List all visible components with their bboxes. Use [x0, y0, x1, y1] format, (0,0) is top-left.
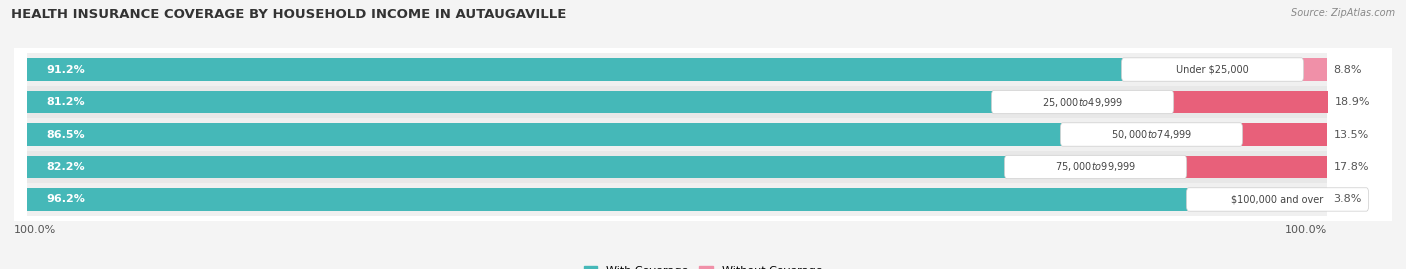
- Bar: [27, 188, 1278, 211]
- Bar: [1095, 155, 1327, 178]
- Bar: [1212, 58, 1327, 81]
- Bar: [27, 151, 1327, 183]
- Text: 91.2%: 91.2%: [46, 65, 86, 75]
- Bar: [27, 53, 1327, 86]
- Bar: [27, 123, 1152, 146]
- Text: 100.0%: 100.0%: [1285, 225, 1327, 235]
- Bar: [1083, 91, 1329, 114]
- Text: 17.8%: 17.8%: [1333, 162, 1369, 172]
- Text: Under $25,000: Under $25,000: [1177, 65, 1249, 75]
- Bar: [27, 183, 1327, 216]
- Bar: [27, 118, 1327, 151]
- FancyBboxPatch shape: [1187, 188, 1368, 211]
- Text: 86.5%: 86.5%: [46, 129, 86, 140]
- Text: 81.2%: 81.2%: [46, 97, 86, 107]
- Text: HEALTH INSURANCE COVERAGE BY HOUSEHOLD INCOME IN AUTAUGAVILLE: HEALTH INSURANCE COVERAGE BY HOUSEHOLD I…: [11, 8, 567, 21]
- Bar: [27, 86, 1327, 118]
- Bar: [27, 155, 1095, 178]
- Text: 82.2%: 82.2%: [46, 162, 86, 172]
- Text: 13.5%: 13.5%: [1333, 129, 1368, 140]
- Text: $75,000 to $99,999: $75,000 to $99,999: [1054, 161, 1136, 174]
- Text: 96.2%: 96.2%: [46, 194, 86, 204]
- FancyBboxPatch shape: [1122, 58, 1303, 81]
- Text: Source: ZipAtlas.com: Source: ZipAtlas.com: [1291, 8, 1395, 18]
- Text: 18.9%: 18.9%: [1334, 97, 1371, 107]
- Text: 100.0%: 100.0%: [14, 225, 56, 235]
- Bar: [27, 91, 1083, 114]
- Text: 8.8%: 8.8%: [1333, 65, 1362, 75]
- Bar: [27, 58, 1212, 81]
- Text: $25,000 to $49,999: $25,000 to $49,999: [1042, 95, 1123, 108]
- Bar: [1152, 123, 1327, 146]
- FancyBboxPatch shape: [1004, 155, 1187, 179]
- FancyBboxPatch shape: [991, 90, 1174, 114]
- Text: $100,000 and over: $100,000 and over: [1232, 194, 1323, 204]
- Text: $50,000 to $74,999: $50,000 to $74,999: [1111, 128, 1192, 141]
- Legend: With Coverage, Without Coverage: With Coverage, Without Coverage: [579, 261, 827, 269]
- Bar: [1278, 188, 1327, 211]
- Text: 3.8%: 3.8%: [1333, 194, 1362, 204]
- FancyBboxPatch shape: [1060, 123, 1243, 146]
